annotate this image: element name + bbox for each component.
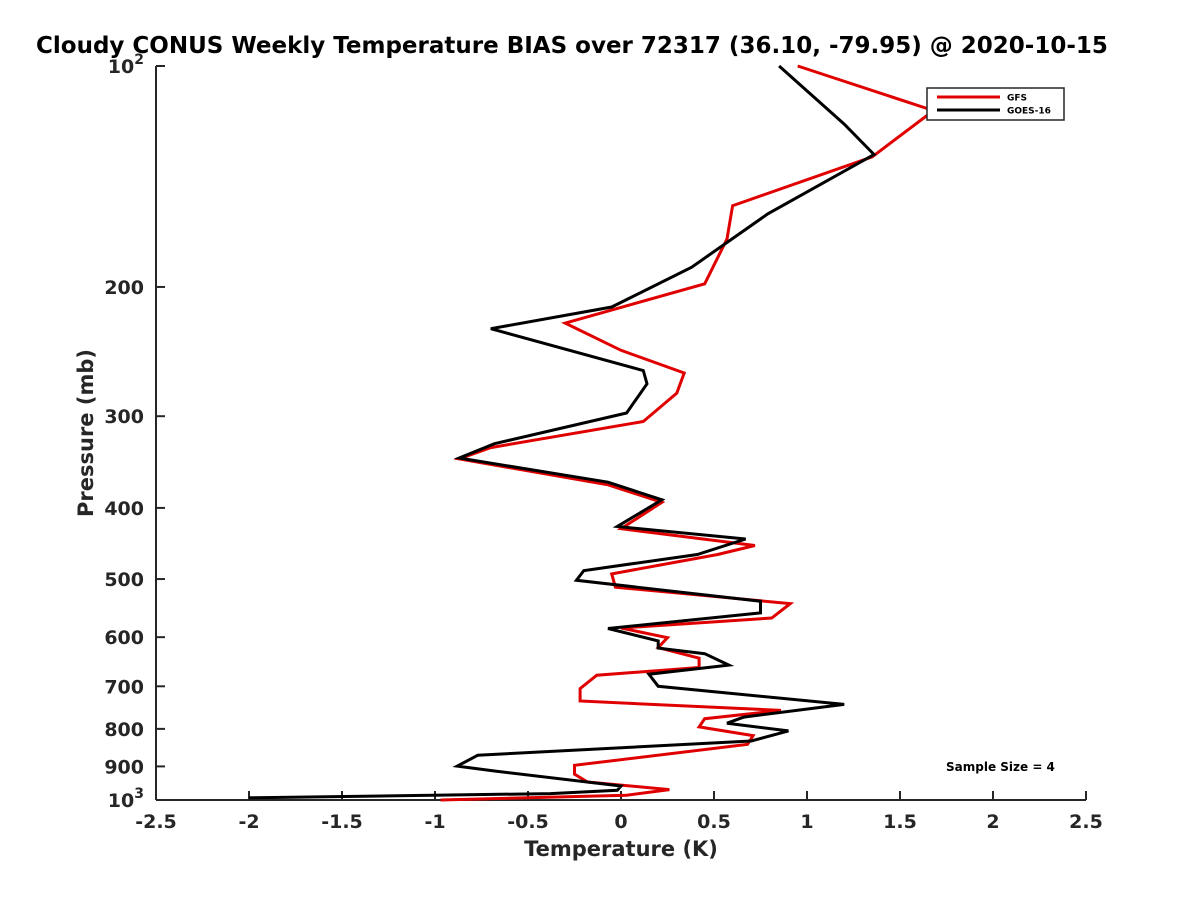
x-tick-label: 0.5 [697,811,731,833]
series-line-goes-16 [248,64,877,800]
y-axis-label: Pressure (mb) [74,349,98,517]
y-tick-label: 200 [104,277,144,299]
y-tick-label: 500 [104,569,144,591]
series-layer [248,64,937,802]
y-tick-label: 900 [104,756,144,778]
chart-title: Cloudy CONUS Weekly Temperature BIAS ove… [36,33,1108,59]
x-tick-label: 0 [614,811,627,833]
x-tick-label: -2 [238,811,259,833]
series-line-gfs [440,64,937,802]
x-tick-label: 2 [986,811,999,833]
legend: GFS GOES-16 [926,87,1065,121]
y-tick-label: 102 [108,52,144,78]
y-tick-label: 700 [104,676,144,698]
legend-box [926,87,1065,121]
x-axis-label: Temperature (K) [524,837,718,861]
legend-label: GOES-16 [1007,107,1051,117]
legend-label: GFS [1007,94,1027,104]
x-tick-label: 1 [800,811,813,833]
x-tick-label: -1.5 [321,811,363,833]
sample-size-annotation: Sample Size = 4 [946,760,1055,774]
y-tick-label: 300 [104,406,144,428]
y-tick-label: 400 [104,498,144,520]
x-tick-label: -1 [424,811,445,833]
y-tick-label: 103 [108,786,144,812]
axes: -2.5 -2 -1.5 -1 -0.5 0 0.5 1 1.5 2 2.5 102 200 300 400… [104,52,1103,833]
y-tick-label: 800 [104,719,144,741]
x-tick-label: -0.5 [507,811,549,833]
x-tick-label: 2.5 [1069,811,1103,833]
y-tick-label: 600 [104,627,144,649]
x-tick-label: -2.5 [135,811,177,833]
x-tick-label: 1.5 [883,811,917,833]
